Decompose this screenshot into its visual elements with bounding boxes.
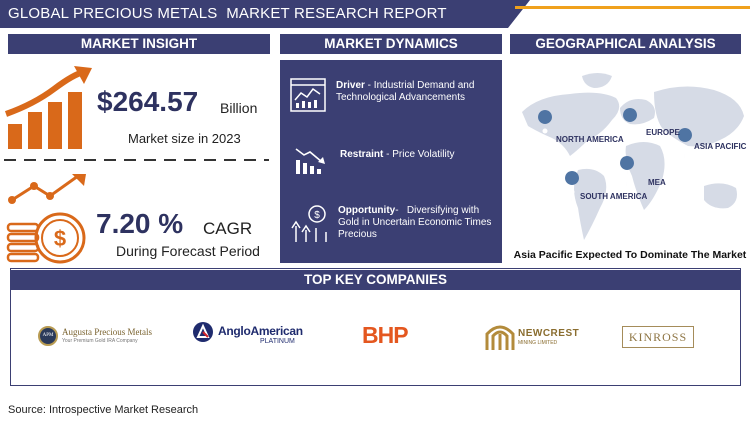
south-america-pin-icon bbox=[565, 171, 580, 201]
decline-chart-icon bbox=[295, 148, 325, 174]
cagr-period-label: During Forecast Period bbox=[116, 243, 260, 259]
growth-bar-chart-icon bbox=[4, 66, 92, 149]
driver-label: Driver bbox=[336, 80, 365, 91]
svg-text:$: $ bbox=[54, 226, 66, 251]
driver-text: Industrial Demand and Technological Adva… bbox=[336, 80, 475, 103]
opportunity-text: Diversifying with Gold in Uncertain Econ… bbox=[338, 205, 492, 240]
top-key-companies-section bbox=[10, 268, 741, 386]
newcrest-mining-logo: NEWCREST MINING LIMITED bbox=[485, 320, 595, 354]
market-dynamics-panel: Driver - Industrial Demand and Technolog… bbox=[280, 60, 502, 263]
mea-pin-icon bbox=[620, 156, 635, 186]
dashboard-chart-icon bbox=[290, 78, 326, 112]
asia-pacific-pin-icon bbox=[678, 128, 693, 158]
geographical-analysis-heading: GEOGRAPHICAL ANALYSIS bbox=[510, 34, 741, 54]
growth-money-icon: $ bbox=[291, 205, 327, 242]
dashed-divider bbox=[4, 159, 269, 161]
europe-pin-icon bbox=[623, 108, 638, 138]
region-label-north-america: NORTH AMERICA bbox=[556, 135, 624, 144]
restraint-text: Price Volatility bbox=[392, 149, 455, 160]
region-label-europe: EUROPE bbox=[646, 128, 680, 137]
region-label-mea: MEA bbox=[648, 178, 666, 187]
source-note: Source: Introspective Market Research bbox=[8, 404, 199, 416]
bhp-logo: BHP bbox=[362, 322, 409, 348]
cagr-value: 7.20 % bbox=[96, 208, 184, 239]
opportunity-label: Opportunity bbox=[338, 205, 396, 216]
dollar-coins-icon: $ bbox=[6, 174, 86, 264]
cagr-label: CAGR bbox=[203, 219, 253, 238]
top-key-companies-heading: TOP KEY COMPANIES bbox=[10, 270, 741, 290]
angloamerican-platinum-logo: AngloAmerican PLATINUM bbox=[192, 320, 303, 350]
svg-text:$: $ bbox=[314, 210, 320, 221]
market-dynamics-heading: MARKET DYNAMICS bbox=[280, 34, 502, 54]
north-america-pin-icon bbox=[538, 110, 553, 140]
report-title: GLOBAL PRECIOUS METALS MARKET RESEARCH R… bbox=[8, 5, 447, 22]
restraint-label: Restraint bbox=[340, 149, 384, 160]
accent-line bbox=[515, 6, 750, 9]
market-insight-heading: MARKET INSIGHT bbox=[8, 34, 270, 54]
market-size-unit: Billion bbox=[220, 100, 258, 116]
title-banner: GLOBAL PRECIOUS METALS MARKET RESEARCH R… bbox=[0, 0, 530, 28]
kinross-logo: KINROSS bbox=[622, 326, 694, 348]
region-label-asia-pacific: ASIA PACIFIC bbox=[694, 142, 747, 151]
world-map bbox=[522, 73, 744, 240]
newcrest-emblem-icon bbox=[485, 325, 515, 350]
geography-caption: Asia Pacific Expected To Dominate The Ma… bbox=[513, 249, 747, 261]
market-size-value: $264.57 bbox=[97, 86, 199, 117]
angloamerican-emblem-icon bbox=[193, 322, 213, 342]
market-size-label: Market size in 2023 bbox=[128, 131, 241, 146]
region-label-south-america: SOUTH AMERICA bbox=[580, 192, 648, 201]
augusta-precious-metals-logo: APM Augusta Precious Metals Your Premium… bbox=[38, 324, 152, 348]
